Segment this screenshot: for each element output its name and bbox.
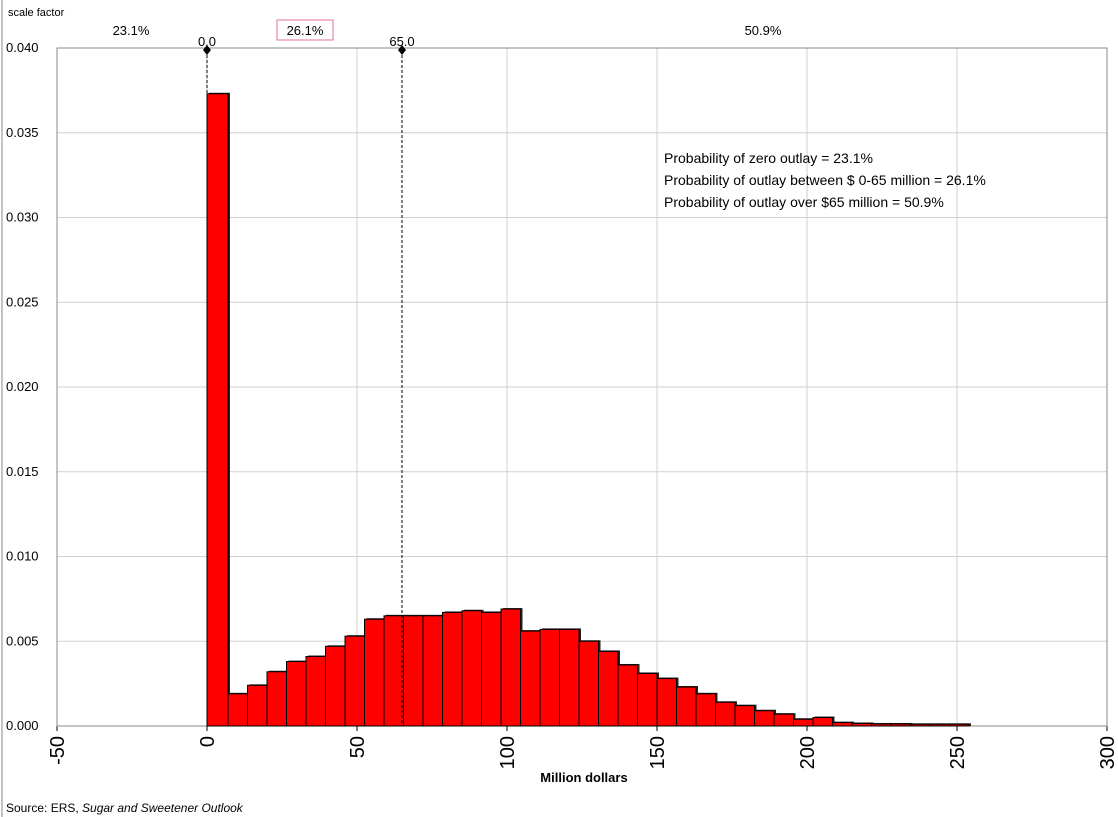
bar <box>832 722 853 727</box>
bar <box>383 615 404 727</box>
bar <box>286 661 307 727</box>
bar <box>812 717 833 727</box>
annotation: Probability of outlay over $65 million =… <box>664 194 944 210</box>
y-tick-label: 0.025 <box>6 294 39 309</box>
bar <box>403 615 424 727</box>
region-label: 26.1% <box>287 23 324 38</box>
annotation: Probability of outlay between $ 0-65 mil… <box>664 172 986 188</box>
bar <box>344 635 365 727</box>
y-tick-label: 0.040 <box>6 40 39 55</box>
bar <box>871 723 892 727</box>
marker-diamond <box>398 45 406 55</box>
bar <box>773 713 794 727</box>
y-tick-label: 0.030 <box>6 210 39 225</box>
region-box <box>276 19 334 41</box>
bar <box>442 611 463 727</box>
bar <box>305 656 326 727</box>
bar <box>949 723 970 727</box>
bar <box>578 640 599 727</box>
marker-diamond <box>203 45 211 55</box>
bar <box>422 615 443 727</box>
source: Source: ERS, Sugar and Sweetener Outlook <box>6 801 244 815</box>
y-tick-label: 0.005 <box>6 633 39 648</box>
y-tick-label: 0.020 <box>6 379 39 394</box>
y-tick-label: 0.010 <box>6 549 39 564</box>
bar <box>734 705 755 727</box>
bar <box>559 628 580 727</box>
bar <box>461 610 482 727</box>
bar <box>266 671 287 727</box>
bar <box>910 723 931 727</box>
bar <box>715 701 736 727</box>
bar <box>617 664 638 727</box>
y-tick-label: 0.015 <box>6 464 39 479</box>
x-axis-title: Million dollars <box>540 770 627 785</box>
bar <box>929 723 950 727</box>
region-label: 50.9% <box>745 23 782 38</box>
x-tick-label: -50 <box>47 736 69 765</box>
x-tick-label: 250 <box>947 736 969 769</box>
bar <box>637 672 658 727</box>
region-label: 23.1% <box>113 23 150 38</box>
x-tick-label: 200 <box>797 736 819 769</box>
bar <box>364 618 385 727</box>
bar <box>500 608 521 727</box>
bar <box>754 710 775 727</box>
y-tick-label: 0.000 <box>6 718 39 733</box>
bar <box>247 684 268 727</box>
y-tick-label: 0.035 <box>6 125 39 140</box>
bar <box>793 718 814 727</box>
bar <box>890 723 911 727</box>
marker-label: 0.0 <box>198 34 216 49</box>
x-tick-label: 0 <box>197 736 219 747</box>
bar <box>656 678 677 727</box>
marker-label: 65.0 <box>389 34 414 49</box>
bar <box>539 628 560 727</box>
bar <box>598 650 619 727</box>
x-tick-label: 150 <box>647 736 669 769</box>
bar <box>851 722 872 727</box>
bar <box>227 693 248 727</box>
x-tick-label: 300 <box>1097 736 1118 769</box>
bar <box>481 611 502 727</box>
x-tick-label: 50 <box>347 736 369 758</box>
bar <box>520 630 541 727</box>
scale-label: scale factor <box>8 7 65 19</box>
x-tick-label: 100 <box>497 736 519 769</box>
source-prefix: Source: ERS, <box>6 801 82 815</box>
bar <box>676 686 697 727</box>
source-title: Sugar and Sweetener Outlook <box>82 801 244 815</box>
annotation: Probability of zero outlay = 23.1% <box>664 150 873 166</box>
bar <box>206 93 229 727</box>
bar <box>695 693 716 727</box>
bar <box>325 645 346 727</box>
